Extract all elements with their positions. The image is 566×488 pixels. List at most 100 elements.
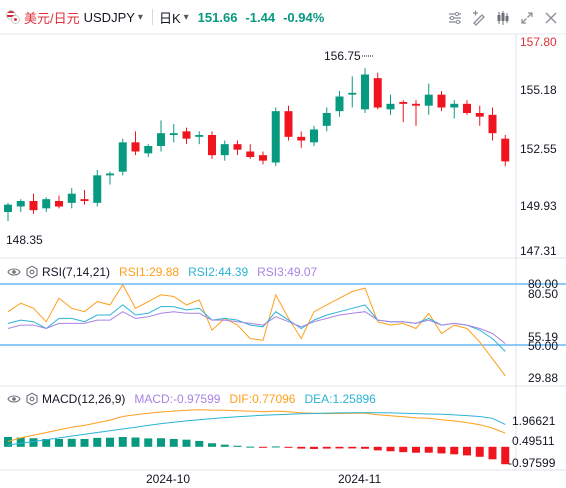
macd-bar [29, 438, 38, 447]
candle-body [208, 135, 216, 156]
low-price-annotation: 148.35 [6, 233, 43, 247]
candle-body [259, 155, 267, 161]
rsi3-line [7, 311, 506, 344]
dif-line [7, 409, 506, 442]
macd-bar [373, 446, 382, 451]
macd-bar [399, 446, 408, 453]
price-axis-label: 152.55 [520, 142, 557, 156]
usdjpy-flag-icon [6, 10, 20, 24]
candle-body [131, 142, 140, 152]
candle-body [271, 111, 280, 163]
dea-line [7, 412, 506, 446]
macd-bar [297, 446, 306, 449]
timeframe-selector[interactable]: 日K [158, 10, 181, 26]
symbol-name[interactable]: 美元/日元 [24, 10, 80, 26]
candle-body [297, 136, 306, 141]
eye-icon[interactable] [6, 392, 21, 407]
macd-bar [42, 438, 51, 447]
settings-gear-icon[interactable] [24, 392, 39, 407]
macd-bar [437, 446, 446, 454]
settings-gear-icon[interactable] [24, 265, 39, 280]
price-axis-label: 157.80 [520, 35, 557, 49]
candle-body [310, 129, 318, 143]
candle-body [118, 142, 127, 172]
candle-body [412, 103, 420, 106]
macd-axis-label: 1.96621 [512, 414, 556, 428]
rsi-legend: RSI(7,14,21) RSI1:29.88 RSI2:44.39 RSI3:… [6, 263, 326, 281]
candle-body [157, 133, 165, 146]
macd-bar [16, 437, 25, 447]
rsi-series [7, 283, 506, 377]
candle-body [4, 204, 12, 212]
drawing-icon[interactable] [467, 7, 490, 29]
candle-body [450, 103, 459, 108]
price-axis-label: 147.31 [520, 244, 557, 258]
chart-header: 美元/日元 USDJPY ▾ 日K ▾ 151.66 -1.44 -0.94% [0, 0, 566, 34]
eye-icon[interactable] [6, 265, 21, 280]
candle-body [55, 201, 63, 207]
high-price-annotation: 156.75 [324, 49, 361, 63]
macd-bar [118, 437, 127, 447]
macd-bar [412, 446, 420, 453]
candle-body [399, 102, 408, 104]
indicators-icon[interactable] [491, 7, 514, 29]
rsi-axis-label: 55.19 [528, 330, 559, 344]
macd-bar [335, 446, 344, 449]
macd-bar [259, 446, 267, 448]
macd-name[interactable]: MACD(12,26,9) [42, 392, 126, 406]
macd-bar [501, 446, 510, 465]
candle-body [361, 74, 369, 110]
candle-body [284, 111, 293, 137]
macd-lines [7, 409, 506, 446]
rsi-name[interactable]: RSI(7,14,21) [42, 265, 111, 279]
macd-axis-label: 0.49511 [512, 434, 555, 448]
candle-body [195, 135, 204, 137]
tune-icon[interactable] [443, 7, 466, 29]
macd-bar [144, 438, 153, 447]
price-change-percent: -0.94% [283, 9, 325, 25]
macd-bar [131, 437, 140, 447]
rsi-axis-label: 80.00 [528, 277, 559, 291]
macd-legend: MACD(12,26,9) MACD:-0.97599 DIF:0.77096 … [6, 390, 385, 408]
macd-histogram [4, 437, 510, 465]
candle-body [80, 199, 89, 201]
macd-bar [475, 446, 484, 457]
candle-body [233, 144, 242, 150]
timeframe-dropdown-icon[interactable]: ▾ [183, 11, 189, 23]
macd-bar [463, 446, 471, 456]
macd-axis-label: -0.97599 [508, 456, 556, 470]
candle-body [475, 113, 484, 117]
candle-body [322, 113, 331, 126]
close-icon[interactable] [539, 7, 562, 29]
macd-bar [106, 437, 114, 447]
candle-body [169, 133, 178, 135]
time-axis-label: 2024-10 [146, 472, 191, 486]
macd-bar [450, 446, 459, 455]
macd-bar [284, 446, 293, 448]
symbol-code[interactable]: USDJPY [83, 9, 135, 25]
macd-bar [424, 446, 433, 453]
macd-bar [67, 438, 76, 447]
macd-bar [361, 446, 369, 449]
price-change: -1.44 [245, 9, 276, 25]
rsi2-line [7, 304, 506, 352]
price-axis-label: 155.18 [520, 83, 557, 97]
macd-bar [55, 438, 63, 447]
macd-bar [157, 438, 165, 447]
candle-body [348, 92, 357, 95]
macd-bar [348, 446, 357, 449]
rsi2-value: RSI2:44.39 [188, 265, 249, 279]
candle-body [42, 199, 51, 209]
macd-bar [488, 446, 497, 460]
time-axis: 2024-10 2024-11 [0, 470, 566, 488]
fullscreen-icon[interactable] [515, 7, 538, 29]
candle-body [437, 94, 446, 108]
macd-bar [4, 437, 12, 447]
macd-bar [80, 438, 89, 447]
rsi1-value: RSI1:29.88 [119, 265, 180, 279]
rsi-axis-label: 80.50 [528, 287, 559, 301]
symbol-dropdown-icon[interactable]: ▾ [137, 11, 143, 23]
time-axis-label: 2024-11 [338, 472, 382, 486]
candlestick-series [4, 68, 510, 222]
